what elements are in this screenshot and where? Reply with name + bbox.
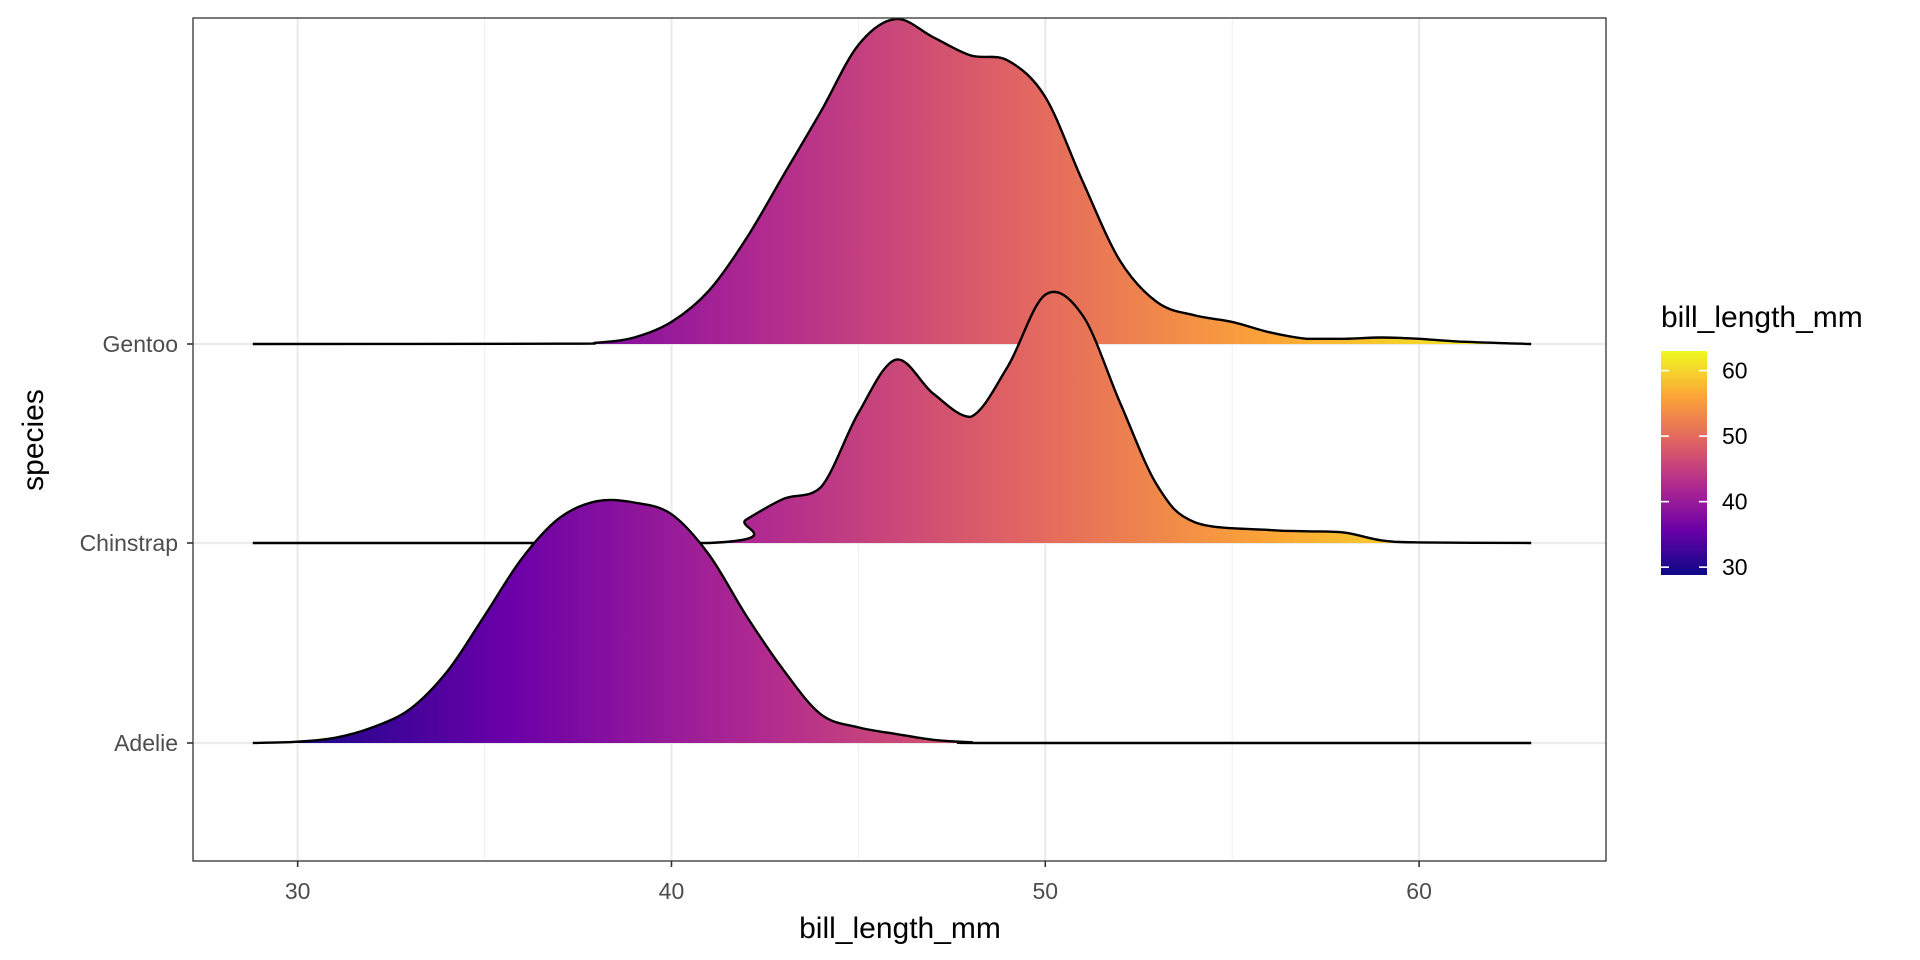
y-tick-label-gentoo: Gentoo [103,331,178,357]
x-tick-label: 60 [1406,878,1432,904]
ridge-gentoo [252,18,1532,346]
y-axis-title: species [17,389,50,491]
x-axis: 30 40 50 60 [285,861,1432,904]
legend-label: 60 [1722,358,1748,384]
color-legend: bill_length_mm 30 40 50 60 [1661,301,1863,580]
legend-colorbar [1661,351,1707,575]
ridge-adelie [252,498,1532,745]
y-tick-label-adelie: Adelie [114,730,178,756]
x-tick-label: 40 [659,878,685,904]
ridge-fill-gentoo [252,18,1532,344]
ridge-line-gentoo [252,18,1532,346]
ridge-line-adelie [252,498,1532,745]
ridge-chinstrap [252,290,1532,545]
legend-label: 30 [1722,554,1748,580]
x-tick-label: 30 [285,878,311,904]
panel-border [192,17,1607,862]
legend-title: bill_length_mm [1661,301,1863,334]
density-ridges [252,18,1532,745]
ridge-line-chinstrap [252,290,1532,545]
x-axis-title: bill_length_mm [799,912,1001,945]
legend-label: 50 [1722,423,1748,449]
legend-ticks: 30 40 50 60 [1661,358,1748,580]
legend-label: 40 [1722,489,1748,515]
ridge-fill-chinstrap [252,291,1532,543]
ridge-fill-adelie [252,499,1532,743]
y-tick-label-chinstrap: Chinstrap [80,530,178,556]
y-axis: Adelie Chinstrap Gentoo [80,331,193,756]
x-tick-label: 50 [1032,878,1058,904]
